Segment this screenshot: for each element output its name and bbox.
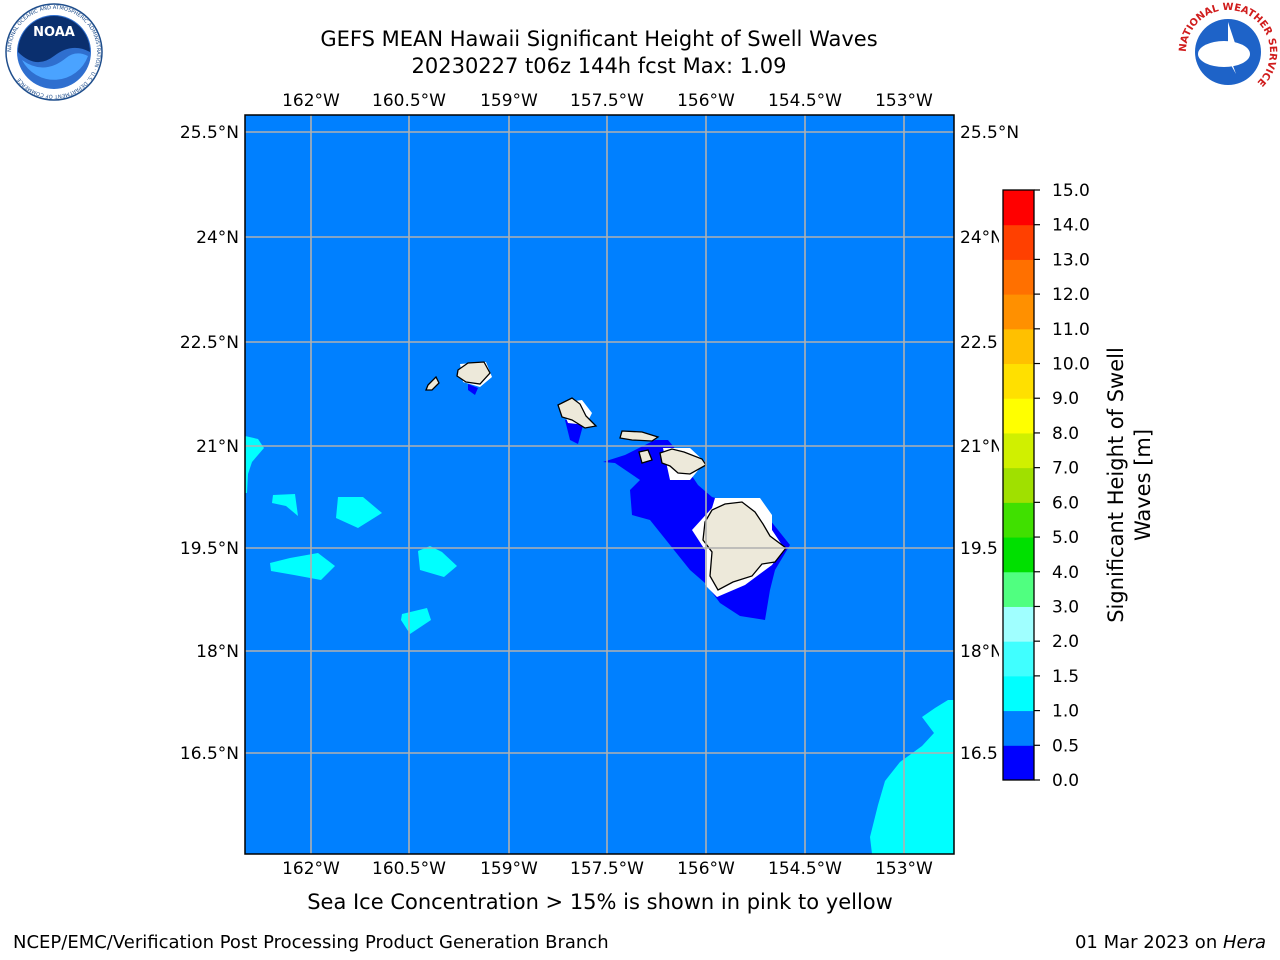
colorbar-ticks xyxy=(1034,189,1040,781)
lat-label-right: 24°N xyxy=(960,228,1003,248)
colorbar-segment xyxy=(1003,571,1034,607)
colorbar-segment xyxy=(1003,328,1034,365)
colorbar-segment xyxy=(1003,294,1034,330)
colorbar-tick-label: 4.0 xyxy=(1052,563,1079,583)
colorbar-segment xyxy=(1003,259,1034,295)
colorbar-label-line2: Waves [m] xyxy=(1131,429,1155,541)
lat-label-right: 25.5°N xyxy=(960,123,1019,143)
lat-label-left: 25.5°N xyxy=(180,123,239,143)
colorbar-segment xyxy=(1003,467,1034,503)
noaa-logo-text: NOAA xyxy=(33,25,75,40)
colorbar-tick-label: 15.0 xyxy=(1052,181,1090,201)
footer-machine: Hera xyxy=(1222,932,1266,953)
footer-date-text: 01 Mar 2023 on xyxy=(1074,932,1223,953)
lon-label-top: 160.5°W xyxy=(372,91,446,111)
island-lanai xyxy=(638,449,653,464)
colorbar-tick-label: 9.0 xyxy=(1052,389,1079,409)
island-niihau xyxy=(425,375,440,391)
islands xyxy=(425,361,787,591)
colorbar-label-line1: Significant Height of Swell xyxy=(1104,347,1128,623)
colorbar-tick-label: 10.0 xyxy=(1052,355,1090,375)
colorbar-tick-label: 11.0 xyxy=(1052,320,1090,340)
lat-label-left: 16.5°N xyxy=(180,744,239,764)
island-maui xyxy=(659,448,707,475)
lon-label-bottom: 154.5°W xyxy=(768,859,842,879)
island-oahu xyxy=(557,397,598,429)
lat-label-left: 22.5°N xyxy=(180,333,239,353)
colorbar-segment xyxy=(1003,710,1034,746)
lon-label-top: 156°W xyxy=(677,91,735,111)
colorbar-tick-label: 1.5 xyxy=(1052,667,1079,687)
chart-title: GEFS MEAN Hawaii Significant Height of S… xyxy=(320,27,878,51)
swell-1-1.5m-areas xyxy=(245,436,954,854)
nws-logo-icon: NATIONAL WEATHER SERVICE xyxy=(1178,2,1278,99)
colorbar-tick-label: 1.0 xyxy=(1052,702,1079,722)
island-molokai xyxy=(619,430,660,442)
sea-ice-note: Sea Ice Concentration > 15% is shown in … xyxy=(307,890,893,914)
colorbar-segment xyxy=(1003,363,1034,399)
lon-label-top: 162°W xyxy=(282,91,340,111)
colorbar-segment xyxy=(1003,224,1034,260)
colorbar-frame xyxy=(1002,189,1035,781)
colorbar-segment xyxy=(1003,675,1034,712)
noaa-logo-icon: NOAA NATIONAL OCEANIC AND ATMOSPHERIC AD… xyxy=(5,3,103,101)
colorbar-tick-label: 12.0 xyxy=(1052,285,1090,305)
colorbar-tick-label: 2.0 xyxy=(1052,632,1079,652)
colorbar-tick-label: 13.0 xyxy=(1052,250,1090,270)
colorbar-segment xyxy=(1003,432,1034,469)
lat-label-left: 19.5°N xyxy=(180,539,239,559)
footer-date: 01 Mar 2023 on Hera xyxy=(1075,932,1266,953)
colorbar-tick-label: 7.0 xyxy=(1052,459,1079,479)
chart-subtitle: 20230227 t06z 144h fcst Max: 1.09 xyxy=(411,54,787,78)
colorbar-segment xyxy=(1003,398,1034,434)
colorbar-segment xyxy=(1003,641,1034,677)
colorbar-segment xyxy=(1003,502,1034,538)
lon-label-bottom: 160.5°W xyxy=(372,859,446,879)
lon-label-bottom: 157.5°W xyxy=(570,859,644,879)
lat-label-right: 21°N xyxy=(960,437,1003,457)
lon-label-top: 154.5°W xyxy=(768,91,842,111)
lon-label-top: 153°W xyxy=(875,91,933,111)
lon-label-top: 159°W xyxy=(480,91,538,111)
lon-label-bottom: 162°W xyxy=(282,859,340,879)
island-kauai xyxy=(456,361,491,385)
lon-label-bottom: 159°W xyxy=(480,859,538,879)
map-frame xyxy=(244,114,955,855)
lon-label-bottom: 153°W xyxy=(875,859,933,879)
colorbar-tick-label: 8.0 xyxy=(1052,424,1079,444)
lat-label-right: 18°N xyxy=(960,642,1003,662)
lat-label-left: 21°N xyxy=(196,437,239,457)
colorbar-segments xyxy=(1003,190,1034,781)
colorbar-tick-label: 6.0 xyxy=(1052,493,1079,513)
ocean-background xyxy=(245,115,954,854)
colorbar-tick-label: 3.0 xyxy=(1052,597,1079,617)
colorbar-segment xyxy=(1003,606,1034,642)
colorbar-tick-label: 14.0 xyxy=(1052,216,1090,236)
footer-branch: NCEP/EMC/Verification Post Processing Pr… xyxy=(13,932,609,953)
colorbar-segment xyxy=(1003,537,1034,573)
colorbar-segment xyxy=(1003,190,1034,226)
island-big-island xyxy=(702,501,787,591)
lat-label-left: 24°N xyxy=(196,228,239,248)
lon-label-bottom: 156°W xyxy=(677,859,735,879)
colorbar-tick-label: 0.5 xyxy=(1052,736,1079,756)
colorbar-tick-label: 5.0 xyxy=(1052,528,1079,548)
lon-label-top: 157.5°W xyxy=(570,91,644,111)
colorbar-segment xyxy=(1003,745,1034,781)
gridlines xyxy=(245,115,954,854)
lat-label-left: 18°N xyxy=(196,642,239,662)
colorbar-tick-label: 0.0 xyxy=(1052,771,1079,791)
